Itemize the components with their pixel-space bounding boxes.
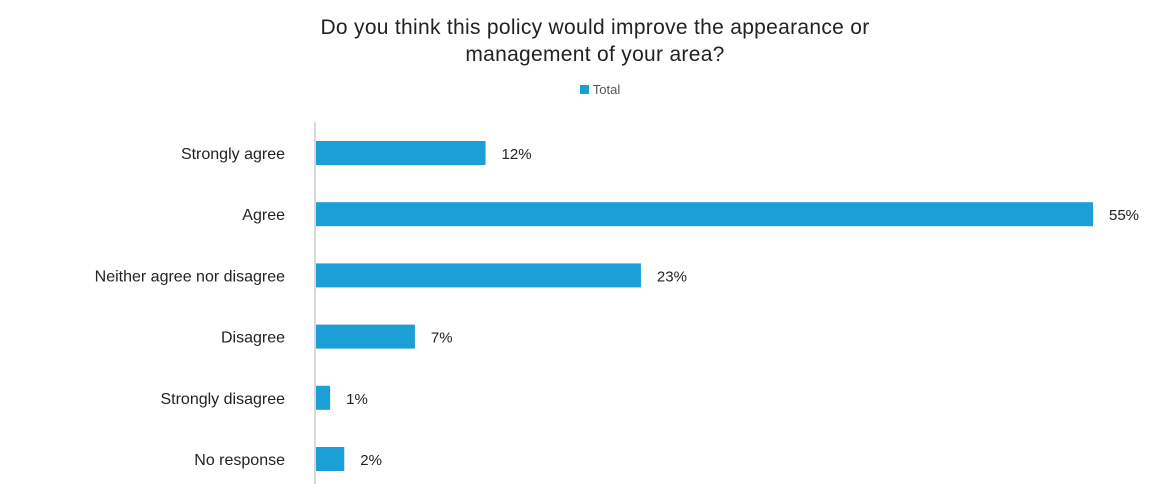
category-labels-group: Strongly agree Agree Neither agree nor dis…: [95, 146, 285, 469]
value-labels-group: 12% 55% 23% 7% 1% 2%: [346, 146, 1139, 469]
value-label-4: 1%: [346, 391, 368, 408]
value-label-2: 23%: [657, 268, 687, 285]
category-label-1: Agree: [242, 207, 285, 224]
value-label-0: 12%: [502, 146, 532, 163]
category-label-2: Neither agree nor disagree: [95, 268, 285, 285]
bars-group: [316, 141, 1093, 471]
category-label-5: No response: [194, 452, 285, 469]
chart-title: Do you think this policy would improve t…: [0, 14, 1155, 68]
chart-title-line-1: Do you think this policy would improve t…: [320, 16, 870, 39]
bar-2: [316, 263, 641, 288]
category-label-4: Strongly disagree: [160, 391, 285, 408]
legend-swatch-total: [579, 85, 589, 94]
bar-1: [316, 202, 1093, 227]
chart-title-line-2: management of your area?: [465, 43, 725, 66]
legend-label-total: Total: [592, 82, 621, 97]
value-label-3: 7%: [431, 330, 453, 347]
category-label-3: Disagree: [221, 330, 285, 347]
bar-3: [316, 324, 415, 349]
bar-4: [316, 385, 331, 410]
bar-5: [316, 447, 345, 471]
category-label-0: Strongly agree: [181, 146, 285, 163]
chart-legend: Total: [0, 82, 1155, 97]
value-label-5: 2%: [360, 452, 382, 469]
bar-0: [316, 141, 486, 165]
value-label-1: 55%: [1109, 207, 1139, 224]
